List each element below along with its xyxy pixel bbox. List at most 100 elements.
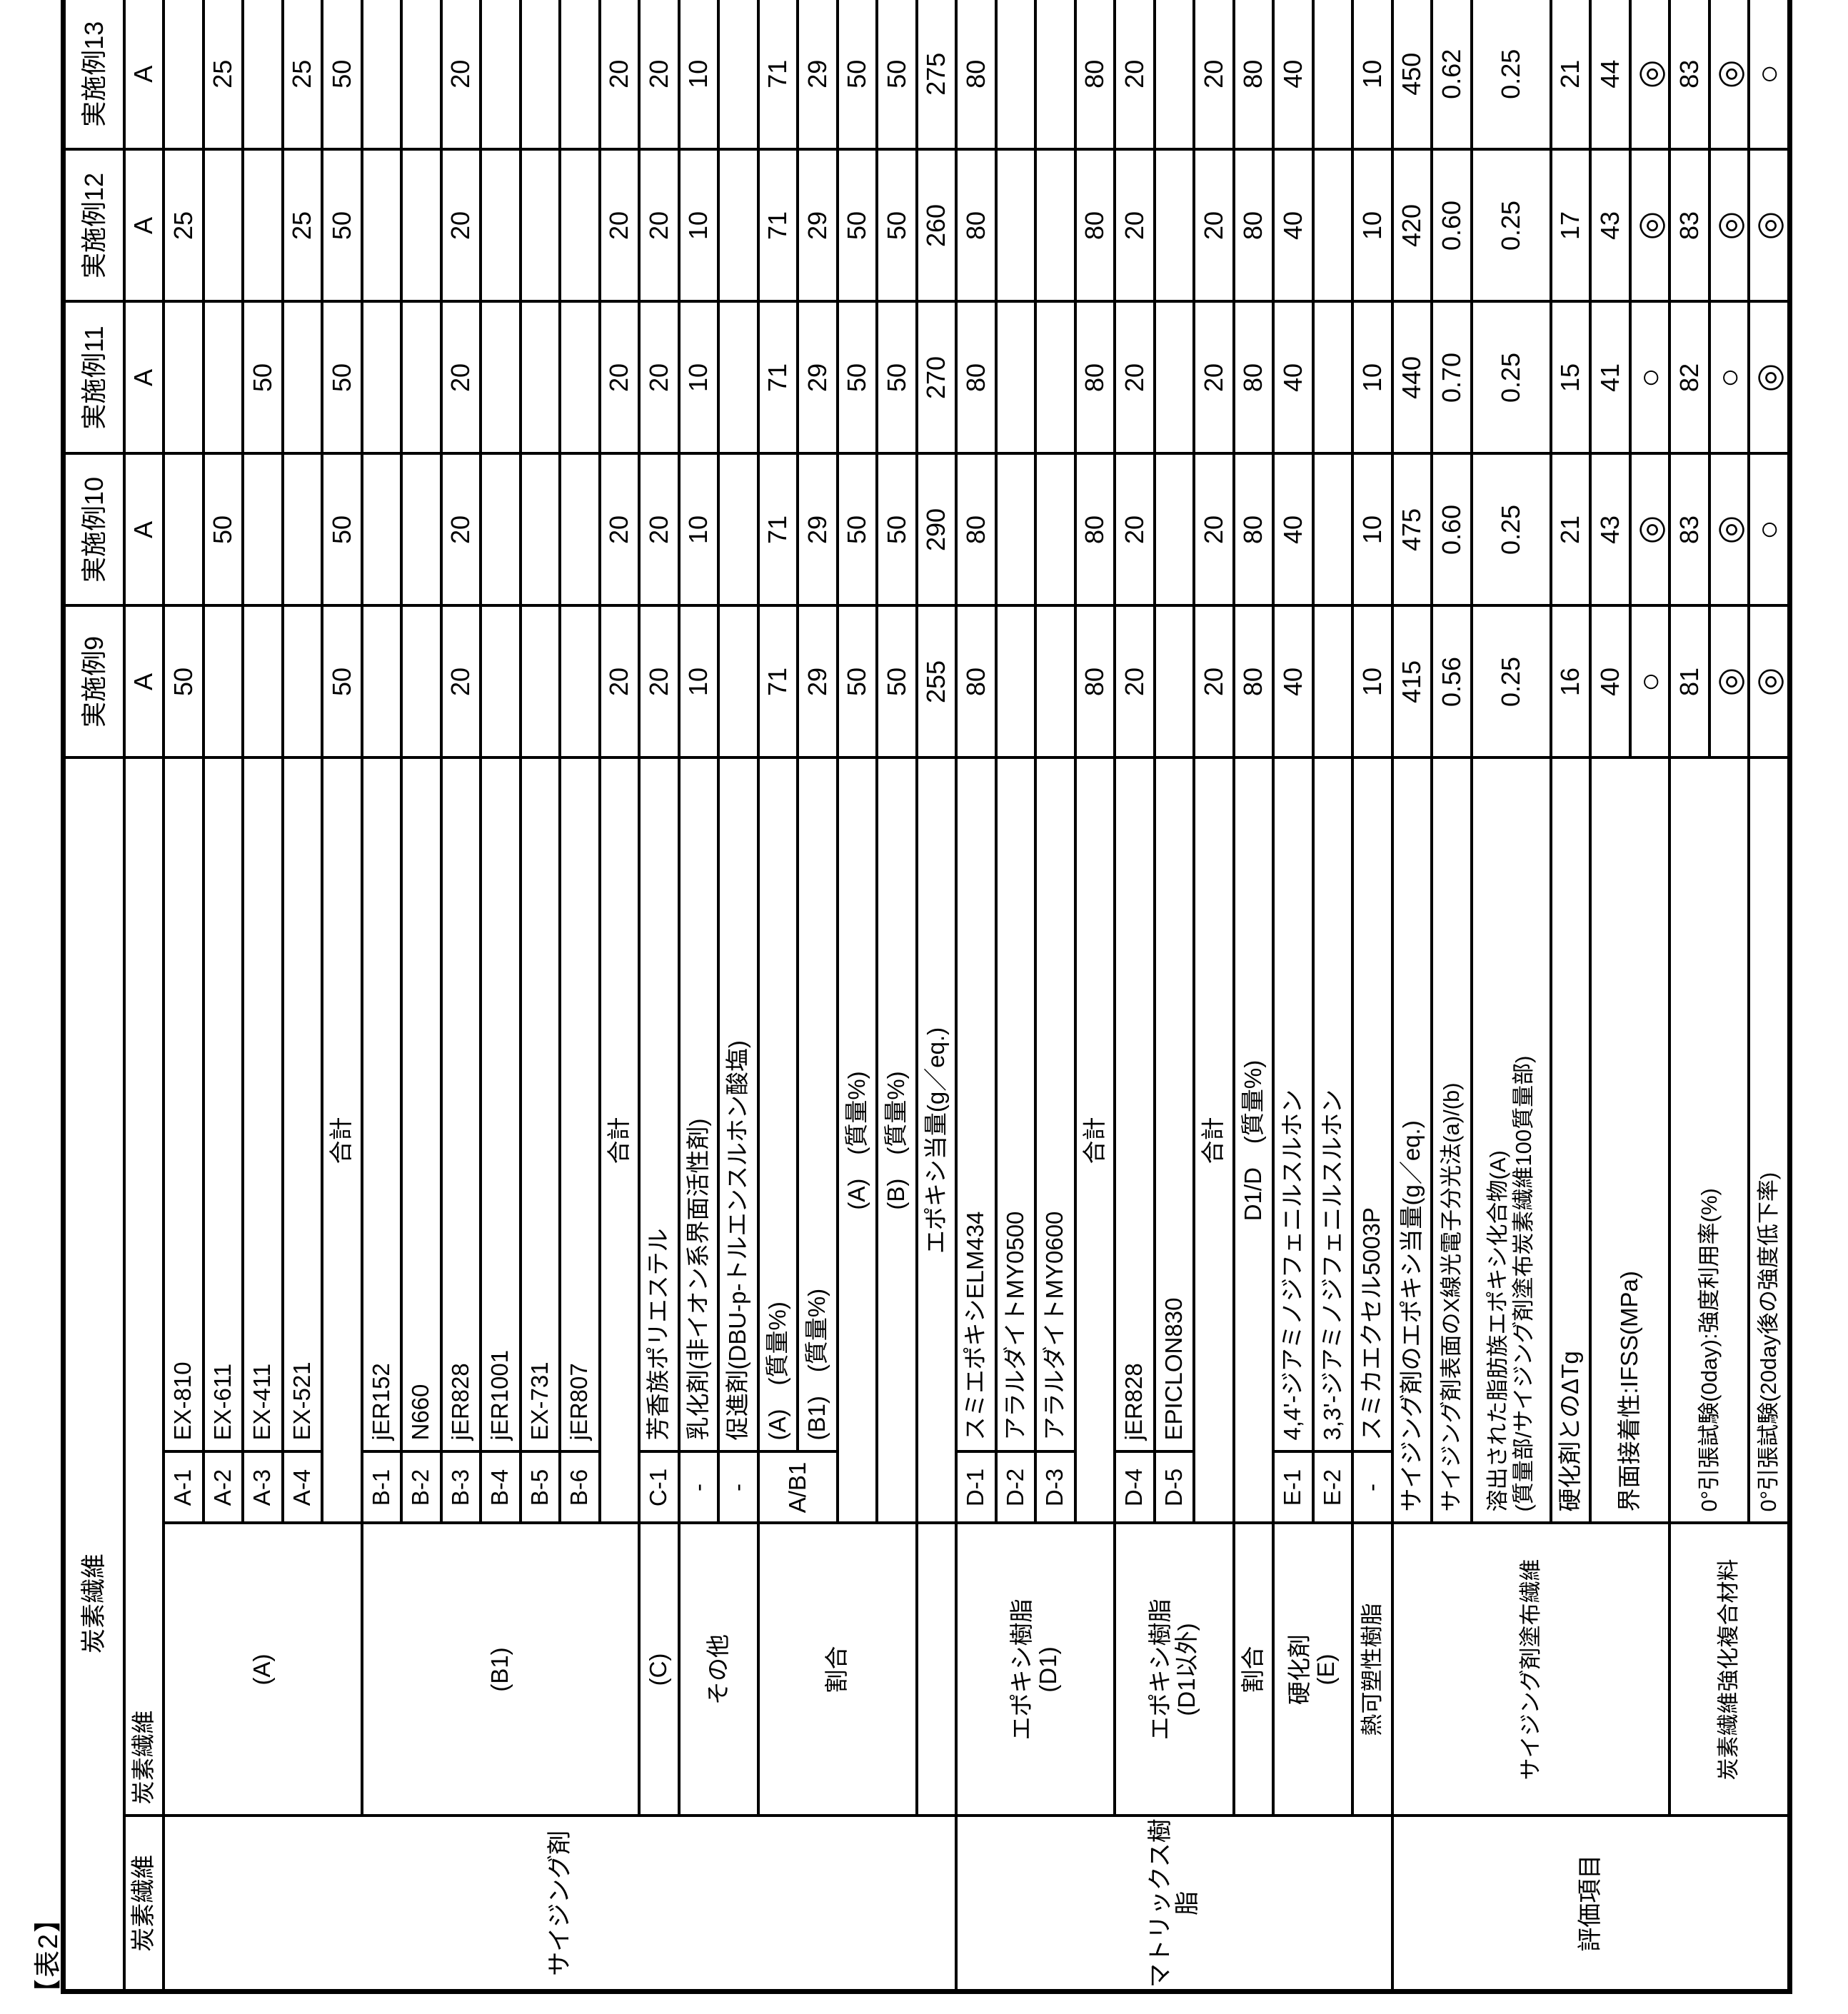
subgroup-ratio: 割合: [758, 1523, 917, 1816]
rating-cell: ◎: [1629, 149, 1670, 302]
value-cell: 415: [1392, 605, 1432, 758]
value-cell: [718, 149, 758, 302]
value-cell: 255: [916, 605, 956, 758]
value-cell: [1035, 149, 1075, 302]
value-cell: [164, 453, 204, 606]
value-cell: 20: [1194, 0, 1234, 150]
value-cell: [1154, 0, 1194, 150]
value-cell: 10: [1352, 605, 1392, 758]
value-cell: 10: [1352, 149, 1392, 302]
table-row: サイジング剤 (A) A-1 EX-810 50 25: [164, 0, 956, 1992]
code-cell: C-1: [639, 1451, 679, 1524]
table-row: 割合 D1/D (質量%) 80 80 80 80 80: [1233, 0, 1273, 1992]
value-cell: [1312, 0, 1352, 150]
value-cell: 50: [837, 0, 877, 150]
name-cell: 3,3'-ジアミノジフェニルスルホン: [1312, 757, 1352, 1452]
value-cell: 20: [599, 453, 639, 606]
value-cell: 71: [758, 149, 798, 302]
subgroup-cfrp: 炭素繊維強化複合材料: [1669, 1523, 1790, 1816]
value-cell: 40: [1273, 149, 1313, 302]
value-cell: [203, 605, 243, 758]
value-cell: [282, 301, 322, 454]
value-cell: [282, 605, 322, 758]
rating-cell: ○: [1629, 605, 1670, 758]
name-cell: EX-731: [520, 757, 560, 1452]
value-cell: [995, 0, 1035, 150]
value-cell: [401, 149, 441, 302]
eval-label-20day: 0°引張試験(20day後の強度低下率): [1749, 757, 1790, 1524]
value-cell: 10: [678, 149, 718, 302]
subgroup-line2: (E): [1312, 1653, 1339, 1686]
name-cell: jER1001: [481, 757, 521, 1452]
value-cell: A: [124, 149, 164, 302]
value-cell: [1154, 605, 1194, 758]
rating-cell: ◎: [1749, 301, 1790, 454]
value-cell: 50: [877, 605, 917, 758]
code-cell: -: [1352, 1451, 1392, 1524]
code-cell: D-2: [995, 1451, 1035, 1524]
value-cell: 50: [877, 0, 917, 150]
value-cell: [1312, 605, 1352, 758]
name-cell: N660: [401, 757, 441, 1452]
value-cell: 50: [877, 149, 917, 302]
value-cell: 80: [1075, 605, 1115, 758]
value-cell: 20: [639, 453, 679, 606]
table-row: マトリックス樹脂 エポキシ樹脂 (D1) D-1 スミエポキシELM434 80 8…: [956, 0, 1392, 1992]
d1d-ratio-label: D1/D (質量%): [1233, 757, 1273, 1524]
code-cell: B-4: [481, 1451, 521, 1524]
value-cell: [164, 0, 204, 150]
value-cell: 420: [1392, 149, 1432, 302]
value-cell: 83: [1669, 0, 1709, 150]
value-cell: [481, 301, 521, 454]
value-cell: 0.25: [1471, 0, 1551, 150]
col-header-ex9: 実施例9: [63, 605, 124, 758]
value-cell: 20: [441, 605, 481, 758]
value-cell: 20: [1115, 0, 1155, 150]
value-cell: 50: [837, 301, 877, 454]
name-cell: スミカエクセル5003P: [1352, 757, 1392, 1452]
value-cell: 81: [1669, 605, 1709, 758]
value-cell: [401, 453, 441, 606]
total-label: 合計: [1194, 757, 1234, 1524]
value-cell: 80: [1233, 301, 1273, 454]
code-cell: B-3: [441, 1451, 481, 1524]
code-cell: D-4: [1115, 1451, 1155, 1524]
table-row: (C) C-1 芳香族ポリエステル 20 20 20 20 20: [639, 0, 679, 1992]
code-cell: A-3: [243, 1451, 283, 1524]
code-cell: D-5: [1154, 1451, 1194, 1524]
value-cell: 0.70: [1432, 301, 1472, 454]
name-cell: EX-411: [243, 757, 283, 1452]
value-cell: 450: [1392, 0, 1432, 150]
value-cell: 10: [678, 301, 718, 454]
value-cell: 0.56: [1432, 605, 1472, 758]
value-cell: 83: [1669, 149, 1709, 302]
value-cell: 475: [1392, 453, 1432, 606]
value-cell: [481, 605, 521, 758]
value-cell: A: [124, 605, 164, 758]
value-cell: 10: [678, 605, 718, 758]
name-cell: スミエポキシELM434: [956, 757, 996, 1452]
name-cell: 乳化剤(非イオン系界面活性剤): [678, 757, 718, 1452]
subgroup-sized-fiber: サイジング剤塗布繊維: [1392, 1523, 1670, 1816]
table-row: 炭素繊維 炭素繊維 A A A A A: [124, 0, 164, 1992]
value-cell: 260: [916, 149, 956, 302]
value-cell: [1154, 301, 1194, 454]
value-cell: 25: [282, 0, 322, 150]
value-cell: 71: [758, 453, 798, 606]
value-cell: [995, 453, 1035, 606]
value-cell: 80: [1075, 453, 1115, 606]
value-cell: 20: [639, 301, 679, 454]
code-cell: A/B1: [758, 1451, 838, 1524]
value-cell: 29: [798, 453, 838, 606]
subgroup-epoxy-non-D1: エポキシ樹脂 (D1以外): [1115, 1523, 1234, 1816]
rating-cell: ◎: [1629, 0, 1670, 150]
value-cell: 29: [798, 0, 838, 150]
value-cell: 20: [441, 149, 481, 302]
value-cell: 20: [441, 301, 481, 454]
value-cell: [361, 0, 401, 150]
value-cell: [718, 453, 758, 606]
code-cell: A-4: [282, 1451, 322, 1524]
value-cell: [1312, 453, 1352, 606]
value-cell: 20: [639, 149, 679, 302]
value-cell: [560, 0, 600, 150]
